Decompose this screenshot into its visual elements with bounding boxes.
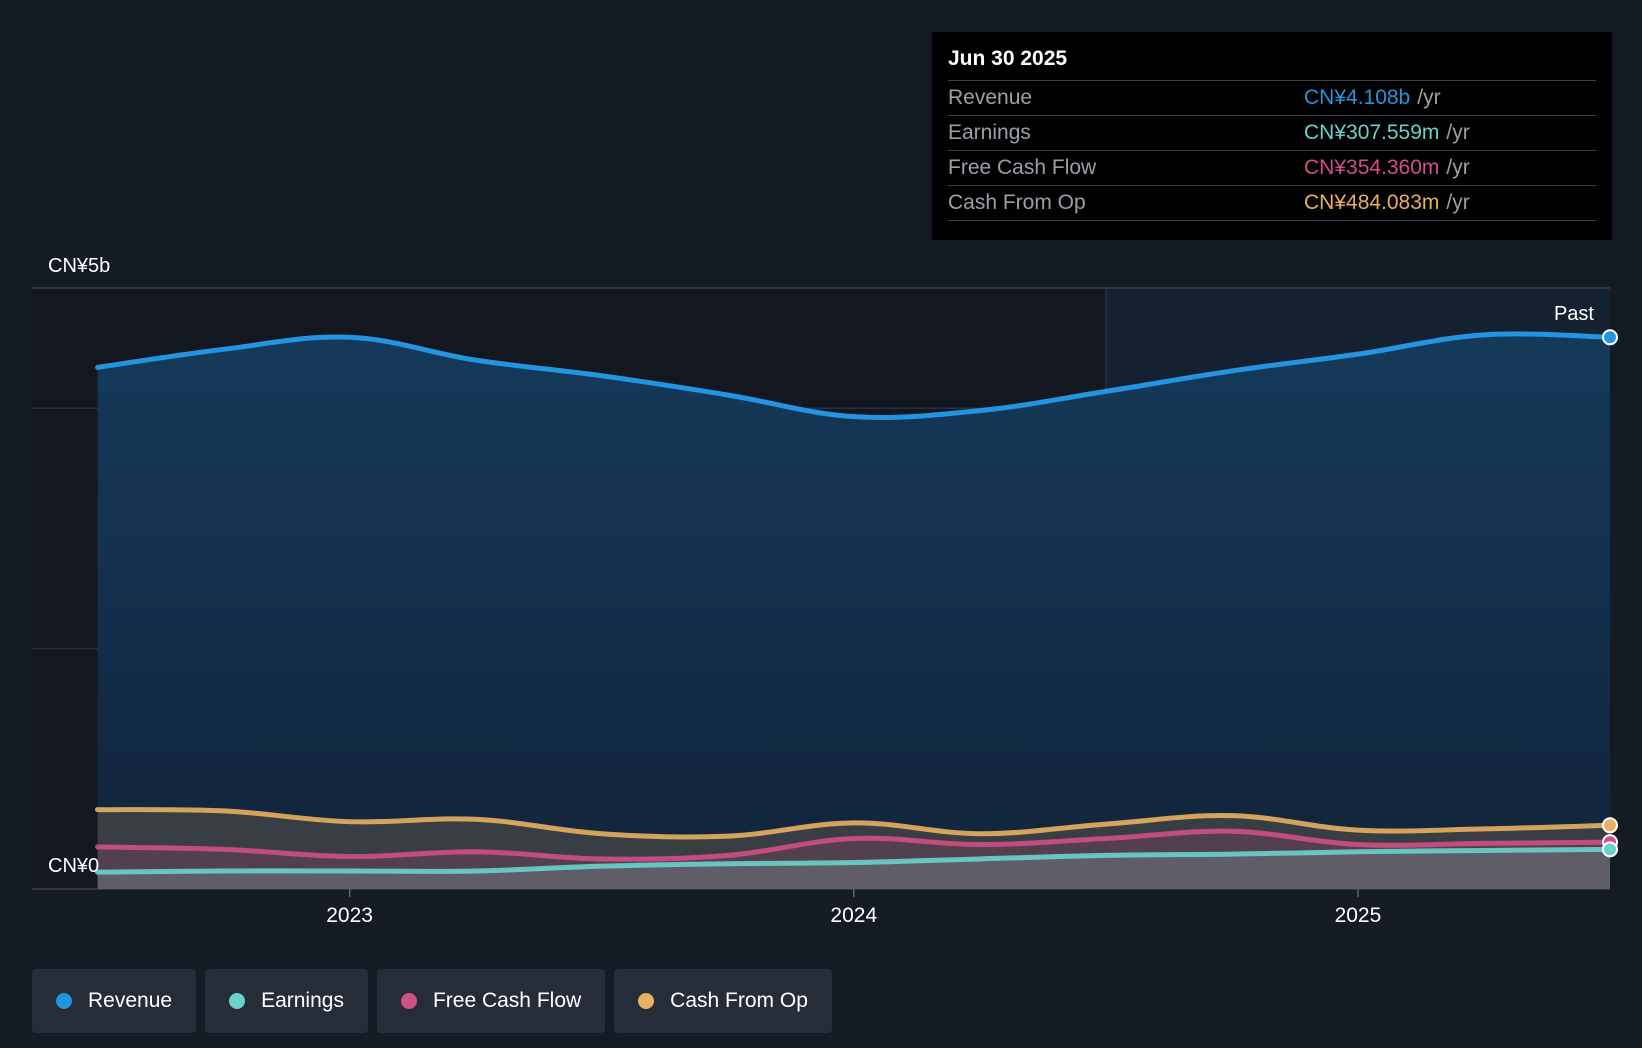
line-cfo (95, 807, 1613, 840)
x-axis: 2023 2024 2025 (326, 889, 1381, 927)
legend-label: Revenue (88, 989, 173, 1012)
end-marker-revenue (1602, 329, 1618, 346)
legend-label: Cash From Op (670, 989, 808, 1012)
legend-item-cash-from-op[interactable]: Cash From Op (614, 969, 832, 1033)
tooltip-value: CN¥307.559m (1304, 121, 1440, 144)
tooltip-value: CN¥484.083m (1304, 191, 1440, 214)
series-lines (95, 331, 1613, 875)
tooltip-value: CN¥4.108b (1304, 86, 1411, 109)
x-tick-label: 2025 (1335, 904, 1382, 927)
tooltip-date: Jun 30 2025 (948, 46, 1596, 81)
x-tick-label: 2023 (326, 904, 373, 927)
line-revenue (95, 331, 1613, 421)
legend-label: Free Cash Flow (432, 989, 582, 1012)
y-axis-top-label: CN¥5b (48, 255, 110, 277)
legend-label: Earnings (261, 989, 344, 1012)
legend-item-free-cash-flow[interactable]: Free Cash Flow (376, 969, 606, 1033)
tooltip-unit: /yr (1446, 121, 1470, 144)
tooltip-row-revenue: Revenue CN¥4.108b /yr (948, 81, 1596, 116)
data-tooltip: Jun 30 2025 Revenue CN¥4.108b /yr Earnin… (932, 32, 1612, 240)
series-end-markers (1602, 329, 1618, 858)
tooltip-label: Cash From Op (948, 191, 1086, 214)
tooltip-unit: /yr (1446, 156, 1470, 179)
area-earnings (97, 849, 1611, 889)
legend-dot-icon (56, 993, 72, 1009)
chart-legend: Revenue Earnings Free Cash Flow Cash Fro… (32, 969, 841, 1033)
tooltip-label: Earnings (948, 121, 1031, 144)
tooltip-row-free-cash-flow: Free Cash Flow CN¥354.360m /yr (948, 151, 1596, 186)
y-axis-bottom-label: CN¥0 (48, 855, 99, 877)
tooltip-label: Revenue (948, 86, 1033, 109)
tooltip-label: Free Cash Flow (948, 156, 1097, 179)
legend-item-earnings[interactable]: Earnings (205, 969, 368, 1033)
area-revenue (97, 333, 1611, 890)
x-tick-label: 2024 (830, 904, 877, 927)
past-region-label: Past (1554, 303, 1594, 325)
tooltip-row-earnings: Earnings CN¥307.559m /yr (948, 116, 1596, 151)
end-marker-earnings (1602, 841, 1618, 858)
tooltip-row-cash-from-op: Cash From Op CN¥484.083m /yr (948, 186, 1596, 221)
legend-dot-icon (229, 993, 246, 1009)
end-marker-cfo (1602, 817, 1618, 834)
tooltip-unit: /yr (1446, 191, 1470, 214)
line-earnings (95, 846, 1613, 875)
legend-dot-icon (400, 993, 417, 1009)
legend-dot-icon (638, 993, 655, 1009)
line-fcf (95, 828, 1613, 862)
legend-item-revenue[interactable]: Revenue (32, 969, 197, 1033)
tooltip-unit: /yr (1417, 86, 1441, 109)
tooltip-value: CN¥354.360m (1304, 156, 1440, 179)
